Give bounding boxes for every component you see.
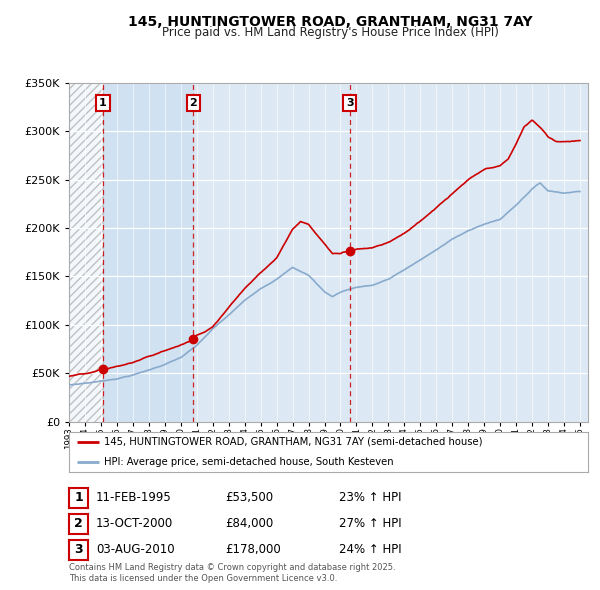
- Text: 03-AUG-2010: 03-AUG-2010: [96, 543, 175, 556]
- Text: 3: 3: [74, 543, 83, 556]
- Text: 24% ↑ HPI: 24% ↑ HPI: [339, 543, 401, 556]
- Text: 145, HUNTINGTOWER ROAD, GRANTHAM, NG31 7AY (semi-detached house): 145, HUNTINGTOWER ROAD, GRANTHAM, NG31 7…: [104, 437, 483, 447]
- Text: £53,500: £53,500: [225, 491, 273, 504]
- Text: Contains HM Land Registry data © Crown copyright and database right 2025.: Contains HM Land Registry data © Crown c…: [69, 563, 395, 572]
- Text: 145, HUNTINGTOWER ROAD, GRANTHAM, NG31 7AY: 145, HUNTINGTOWER ROAD, GRANTHAM, NG31 7…: [128, 15, 532, 29]
- Bar: [103, 83, 193, 422]
- Text: 23% ↑ HPI: 23% ↑ HPI: [339, 491, 401, 504]
- Text: 2: 2: [74, 517, 83, 530]
- Text: 2: 2: [190, 98, 197, 108]
- Text: This data is licensed under the Open Government Licence v3.0.: This data is licensed under the Open Gov…: [69, 574, 337, 583]
- Text: £178,000: £178,000: [225, 543, 281, 556]
- Text: Price paid vs. HM Land Registry's House Price Index (HPI): Price paid vs. HM Land Registry's House …: [161, 26, 499, 39]
- Text: 11-FEB-1995: 11-FEB-1995: [96, 491, 172, 504]
- Text: 1: 1: [99, 98, 107, 108]
- Text: 1: 1: [74, 491, 83, 504]
- Text: 3: 3: [346, 98, 353, 108]
- Text: 27% ↑ HPI: 27% ↑ HPI: [339, 517, 401, 530]
- Text: HPI: Average price, semi-detached house, South Kesteven: HPI: Average price, semi-detached house,…: [104, 457, 394, 467]
- Text: £84,000: £84,000: [225, 517, 273, 530]
- Text: 13-OCT-2000: 13-OCT-2000: [96, 517, 173, 530]
